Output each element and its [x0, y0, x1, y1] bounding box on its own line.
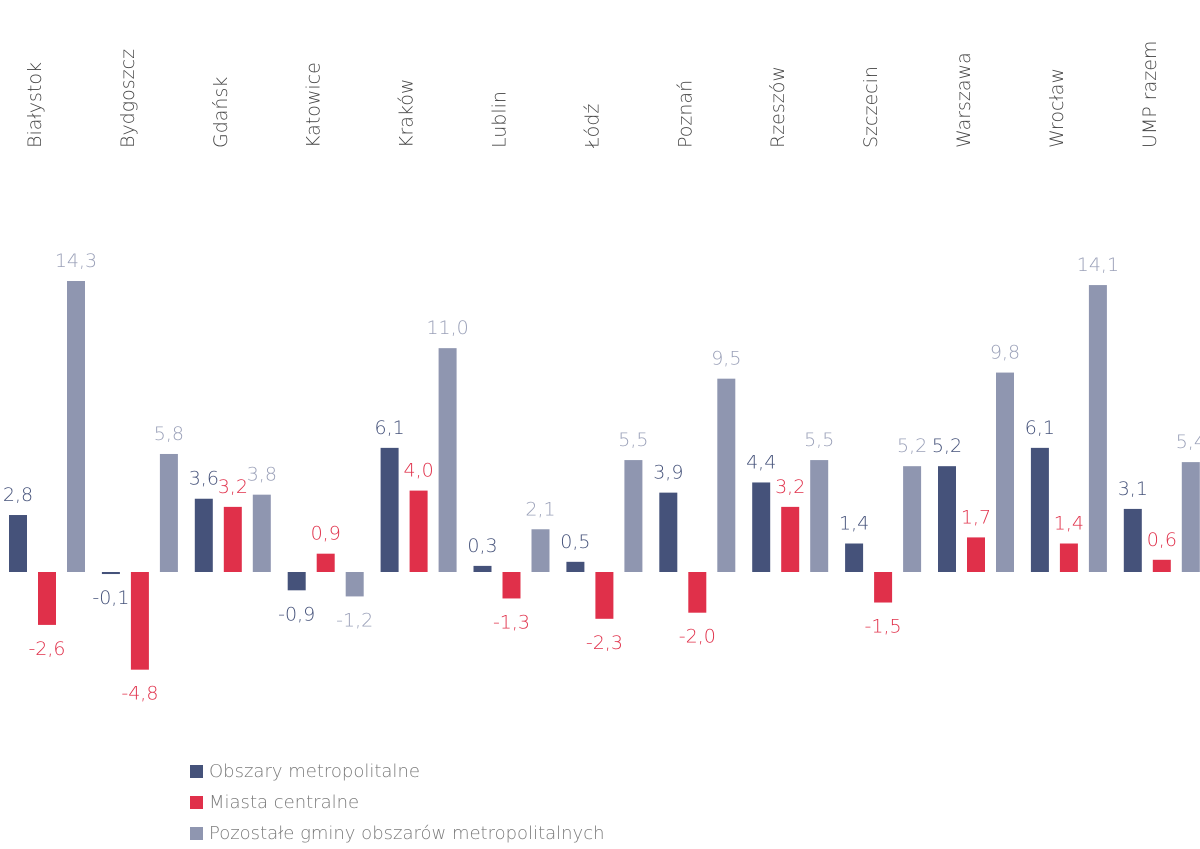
bar	[845, 543, 864, 572]
bar	[1030, 447, 1049, 572]
data-label: 14,3	[55, 250, 97, 272]
bar	[1059, 543, 1078, 572]
bar	[409, 490, 428, 572]
legend-swatch	[190, 827, 203, 840]
data-label: 1,4	[839, 513, 869, 535]
bar	[938, 466, 956, 572]
bar	[473, 565, 492, 572]
bar	[316, 553, 335, 572]
data-label: 5,4	[1176, 431, 1200, 453]
bar	[1152, 559, 1171, 572]
x-tick-label: Białystok	[24, 62, 46, 148]
data-label: -0,9	[278, 603, 315, 625]
bar	[1088, 285, 1107, 572]
data-label: -0,1	[92, 587, 129, 609]
bar	[717, 378, 736, 572]
data-label: 3,8	[247, 464, 277, 486]
bar	[502, 572, 521, 599]
bar	[566, 561, 585, 572]
data-label: 0,6	[1147, 529, 1177, 551]
bar	[67, 281, 85, 572]
bar	[380, 447, 399, 572]
bar	[438, 348, 457, 572]
data-label: 5,5	[618, 429, 648, 451]
data-label: -2,3	[586, 632, 623, 654]
x-tick-label: Łódź	[581, 104, 603, 149]
bar	[223, 506, 242, 572]
x-tick-label: Rzeszów	[767, 66, 789, 148]
bar	[688, 572, 707, 613]
data-label: -2,6	[28, 638, 65, 660]
legend-label: Pozostałe gminy obszarów metropolitalnyc…	[209, 823, 605, 844]
x-tick-label: Warszawa	[953, 52, 975, 148]
data-label: 11,0	[426, 317, 468, 339]
data-label: 9,8	[990, 342, 1020, 364]
data-label: -1,5	[865, 616, 902, 638]
data-label: 1,7	[961, 506, 991, 528]
bar	[194, 498, 213, 572]
bar	[967, 537, 985, 572]
data-label: 4,4	[746, 451, 776, 473]
bar	[345, 572, 364, 597]
legend-label: Obszary metropolitalne	[209, 761, 420, 782]
x-tick-label: Poznań	[674, 80, 696, 148]
legend-label: Miasta centralne	[209, 792, 359, 813]
data-label: 9,5	[711, 348, 741, 370]
data-label: -1,2	[336, 609, 373, 631]
data-label: 0,5	[560, 531, 590, 553]
data-label: 2,1	[525, 498, 555, 520]
x-tick-label: UMP razem	[1139, 41, 1161, 148]
bar	[287, 572, 306, 591]
x-tick-label: Gdańsk	[210, 77, 232, 148]
data-label: 2,8	[3, 484, 33, 506]
bar	[781, 506, 800, 572]
bar	[130, 572, 149, 670]
x-tick-label: Lublin	[489, 91, 511, 148]
data-label: 3,2	[775, 476, 805, 498]
data-label: 6,1	[374, 417, 404, 439]
data-label: -1,3	[493, 611, 530, 633]
data-label: -4,8	[121, 683, 158, 705]
bar	[159, 453, 178, 572]
bar	[38, 572, 56, 625]
bar	[1181, 462, 1200, 572]
bar	[1123, 508, 1142, 572]
x-tick-label: Katowice	[303, 62, 325, 148]
bar	[903, 466, 922, 572]
bar	[659, 492, 678, 572]
data-label: 14,1	[1077, 254, 1119, 276]
bar	[531, 529, 550, 572]
data-label: 4,0	[403, 460, 433, 482]
bar	[595, 572, 614, 619]
x-tick-label: Kraków	[396, 79, 418, 148]
data-label: 1,4	[1054, 513, 1084, 535]
data-label: 5,2	[932, 435, 962, 457]
bar	[874, 572, 893, 603]
data-label: 3,9	[653, 462, 683, 484]
bar	[996, 372, 1014, 572]
bar	[624, 460, 643, 572]
data-label: 5,2	[897, 435, 927, 457]
data-label: 6,1	[1025, 417, 1055, 439]
bar	[101, 572, 120, 575]
data-label: 0,9	[311, 523, 341, 545]
data-label: -2,0	[679, 626, 716, 648]
legend-swatch	[190, 796, 203, 809]
x-tick-label: Bydgoszcz	[117, 49, 139, 148]
data-label: 5,8	[154, 423, 184, 445]
bar	[252, 494, 271, 572]
data-label: 3,6	[189, 468, 219, 490]
data-label: 3,1	[1118, 478, 1148, 500]
bar	[752, 482, 771, 572]
data-label: 3,2	[218, 476, 248, 498]
legend-swatch	[190, 765, 203, 778]
bar	[9, 515, 27, 572]
bar	[810, 460, 829, 572]
data-label: 0,3	[467, 535, 497, 557]
x-tick-label: Szczecin	[860, 66, 882, 148]
data-label: 5,5	[804, 429, 834, 451]
x-tick-label: Wrocław	[1046, 68, 1068, 148]
